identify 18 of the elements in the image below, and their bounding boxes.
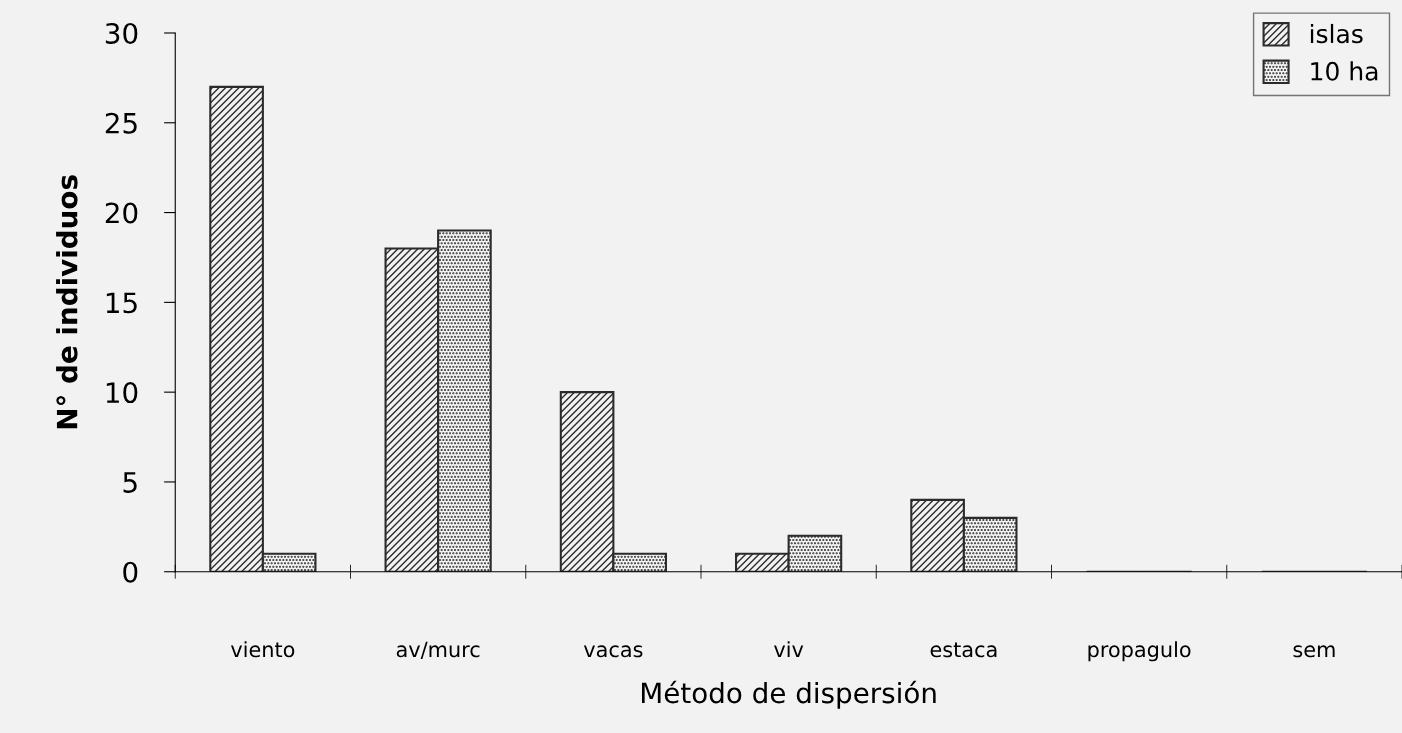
y-tick-label: 20	[105, 202, 138, 224]
x-tick-label: propagulo	[1088, 641, 1191, 662]
x-axis-title: Método de dispersión	[641, 680, 936, 709]
x-tick-label: vacas	[583, 645, 643, 658]
x-tick-label: viv	[774, 641, 804, 658]
y-tick-label: 10	[106, 382, 138, 404]
x-tick-label: viento	[230, 641, 295, 658]
legend-label: 10 ha	[1311, 61, 1378, 81]
y-tick-label: 25	[105, 112, 137, 134]
legend-label: islas	[1310, 23, 1363, 44]
y-axis-title: N° de individuos	[56, 175, 78, 429]
y-tick-label: 30	[105, 22, 138, 44]
y-tick-label: 15	[106, 292, 137, 314]
x-tick-label: av/murc	[396, 641, 480, 659]
x-tick-label: sem	[1293, 645, 1335, 658]
y-tick-label: 0	[123, 561, 138, 583]
y-tick-label: 5	[123, 472, 137, 493]
x-tick-label: estaca	[930, 642, 997, 658]
